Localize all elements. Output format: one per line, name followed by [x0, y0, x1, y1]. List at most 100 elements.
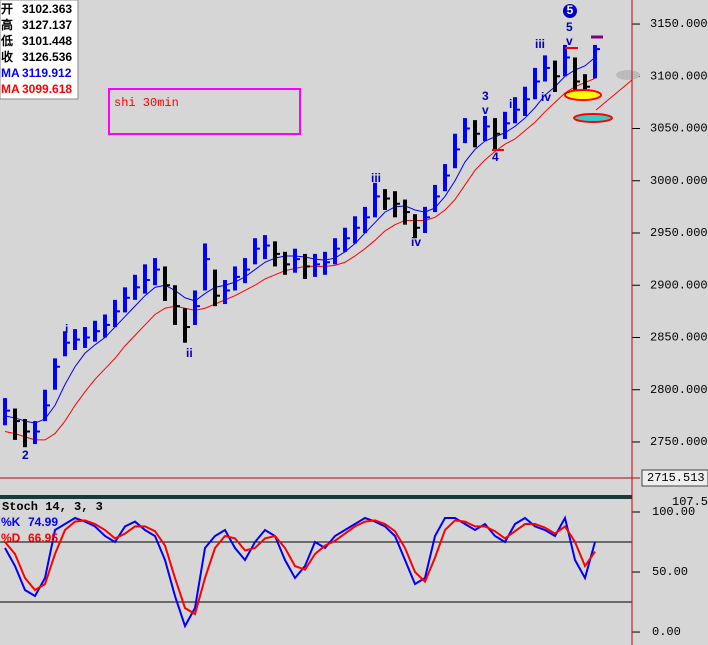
price-bar	[223, 280, 227, 305]
price-bar	[143, 264, 147, 294]
price-bar	[153, 258, 157, 286]
price-bar	[333, 238, 337, 265]
price-bar	[33, 421, 37, 445]
info-label: 高	[1, 17, 13, 32]
y-tick-label: 2750.000	[650, 435, 708, 449]
y-tick-label: 2900.000	[650, 278, 708, 292]
price-bar	[213, 269, 217, 307]
price-bar	[443, 164, 447, 192]
annotation: shi 30min	[114, 96, 179, 110]
price-bar	[413, 214, 417, 239]
info-label: MA	[1, 82, 20, 96]
target-ellipse	[616, 70, 640, 80]
wave-label: 4	[492, 150, 499, 164]
price-bar	[383, 189, 387, 211]
wave-label: ii	[186, 346, 193, 360]
info-value: 3119.912	[22, 66, 72, 80]
info-value: 3101.448	[22, 34, 72, 48]
stoch-panel: 0.00 50.00 100.00 %K 74.99 %D 66.95	[0, 505, 695, 639]
price-bar	[523, 86, 527, 116]
price-bar	[563, 44, 567, 77]
price-bar	[63, 331, 67, 357]
y-tick-label: 3050.000	[650, 122, 708, 136]
cursor-label-box	[641, 469, 708, 487]
price-bar	[323, 251, 327, 275]
y-tick-label: 50.00	[652, 565, 688, 579]
wave-circle	[563, 4, 577, 18]
stoch-line	[4, 515, 596, 629]
wave-label: iii	[535, 37, 545, 51]
target-ellipse	[564, 89, 602, 101]
cursor-label: 2715.513	[647, 471, 705, 485]
price-bar	[263, 235, 267, 260]
cursor-label: 107.53	[672, 495, 708, 509]
wave-label: 2	[22, 448, 29, 462]
wave-label: iv	[411, 235, 421, 249]
legend-value: 74.99	[28, 515, 58, 529]
wave-label: i	[509, 97, 512, 111]
wave-label: iv	[541, 90, 551, 104]
price-bar	[173, 285, 177, 325]
wave-label: v	[566, 34, 573, 48]
legend-name: %K	[1, 515, 21, 529]
price-bar	[483, 115, 487, 142]
info-value: 3102.363	[22, 2, 72, 16]
info-label: MA	[1, 66, 20, 80]
price-bar	[193, 290, 197, 325]
info-value: 3127.137	[22, 18, 72, 32]
wave-label: iii	[371, 171, 381, 185]
y-tick-label: 2800.000	[650, 383, 708, 397]
price-bar	[573, 57, 577, 96]
projection-line	[595, 79, 633, 111]
price-bar	[113, 299, 117, 328]
price-bar	[433, 184, 437, 213]
price-bar	[423, 206, 427, 233]
annotation-box	[108, 88, 301, 135]
info-value: 3126.536	[22, 50, 72, 64]
info-label: 收	[1, 49, 13, 64]
legend-value: 66.95	[28, 531, 58, 545]
info-value: 3099.618	[22, 82, 72, 96]
price-bar	[293, 248, 297, 273]
price-bar	[203, 243, 207, 291]
price-bar	[463, 118, 467, 144]
price-bar	[503, 111, 507, 139]
price-bar	[183, 308, 187, 343]
price-bar	[163, 266, 167, 301]
y-tick-label: 2850.000	[650, 331, 708, 345]
target-ellipse	[573, 113, 613, 123]
y-tick-label: 3150.000	[650, 17, 708, 31]
y-tick-label: 2950.000	[650, 226, 708, 240]
stoch-title: Stoch 14, 3, 3	[2, 500, 103, 514]
price-bar	[253, 238, 257, 265]
price-bar	[3, 398, 7, 426]
price-bar	[373, 182, 377, 218]
price-bar	[23, 418, 27, 448]
y-tick-label: 0.00	[652, 625, 681, 639]
price-bar	[363, 206, 367, 233]
wave-label: 5	[566, 20, 573, 34]
wave-labels: 2 i ii iii iv 3 v 4 i iii iv 5 v 5	[22, 3, 577, 462]
info-box	[0, 0, 79, 100]
info-label: 开	[1, 2, 13, 16]
price-bar	[343, 227, 347, 252]
stoch-line	[4, 519, 596, 616]
info-label: 低	[0, 33, 13, 48]
price-bar	[13, 408, 17, 440]
price-bar	[103, 314, 107, 338]
y-tick-label: 3000.000	[650, 174, 708, 188]
y-tick-label: 3100.000	[650, 69, 708, 83]
wave-label: 3	[482, 89, 489, 103]
price-bar	[243, 258, 247, 284]
price-bar	[53, 358, 57, 390]
price-bar	[533, 67, 537, 100]
price-bar	[283, 251, 287, 275]
price-bar	[123, 287, 127, 313]
wave-label: v	[482, 103, 489, 117]
wave-label: i	[65, 322, 68, 336]
price-bar	[313, 253, 317, 277]
price-bar	[453, 133, 457, 169]
panel-divider	[0, 495, 632, 499]
